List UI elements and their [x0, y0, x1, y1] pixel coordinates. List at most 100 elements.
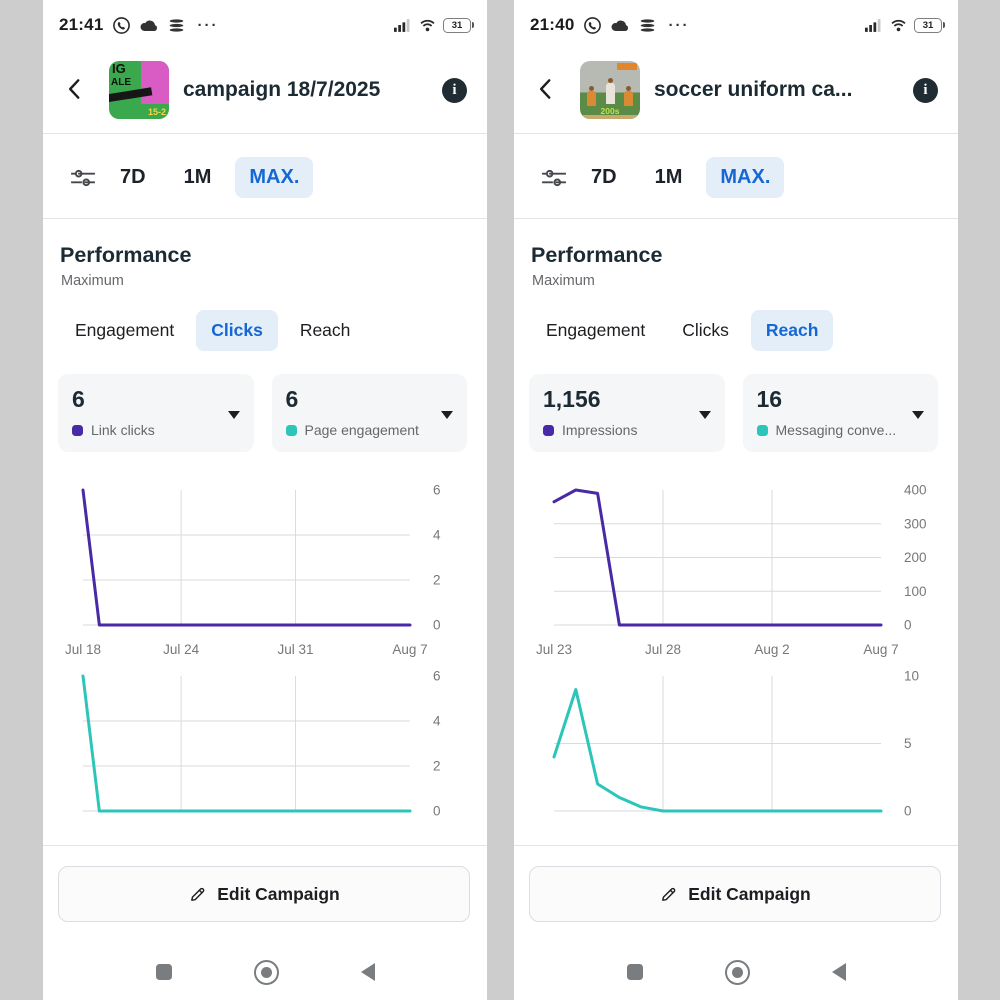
performance-title: Performance: [60, 243, 192, 267]
svg-text:2: 2: [433, 573, 441, 588]
metric-dropdown-caret[interactable]: [441, 411, 453, 419]
svg-text:Jul 28: Jul 28: [645, 642, 681, 657]
metric-cards: 6 Link clicks 6 Page engagement: [58, 374, 467, 452]
svg-text:2: 2: [433, 759, 441, 774]
metric-dropdown-caret[interactable]: [698, 411, 711, 419]
edit-campaign-button[interactable]: Edit Campaign: [529, 866, 941, 922]
performance-subtitle: Maximum: [532, 273, 595, 289]
metric-value: 6: [72, 386, 85, 412]
svg-text:0: 0: [904, 804, 912, 819]
svg-text:0: 0: [433, 804, 441, 819]
info-button[interactable]: i: [913, 77, 938, 103]
filter-button[interactable]: [541, 167, 567, 189]
range-max-button[interactable]: MAX.: [235, 157, 314, 198]
layers-icon: [641, 18, 655, 32]
battery-indicator: 31: [914, 17, 945, 33]
thumbnail-text: IG: [112, 61, 126, 76]
nav-back-button[interactable]: [831, 963, 846, 981]
campaign-header: IG ALE 15-2 campaign 18/7/2025 i: [43, 50, 487, 130]
edit-campaign-label: Edit Campaign: [217, 883, 340, 904]
series-color-dot: [543, 424, 554, 436]
metric-card[interactable]: 1,156 Impressions: [529, 374, 725, 452]
divider: [514, 133, 958, 134]
thumbnail-player: [624, 86, 633, 106]
edit-campaign-button[interactable]: Edit Campaign: [58, 866, 470, 922]
metric-tabs: Engagement Clicks Reach: [531, 310, 834, 351]
system-status-icons: 31: [394, 17, 474, 33]
svg-text:Aug 7: Aug 7: [392, 642, 427, 657]
whatsapp-icon: [113, 16, 131, 34]
filter-button[interactable]: [70, 167, 96, 189]
svg-text:6: 6: [433, 483, 441, 498]
sliders-icon: [71, 169, 95, 186]
svg-text:4: 4: [433, 714, 441, 729]
line-chart-primary: 6 4 2 0 Jul 18 Jul 24 Jul 31 Aug 7: [55, 472, 479, 669]
svg-text:100: 100: [904, 584, 927, 599]
svg-text:300: 300: [904, 516, 927, 531]
metric-value: 16: [756, 386, 783, 412]
metric-cards: 1,156 Impressions 16 Messaging conve...: [529, 374, 938, 452]
svg-text:6: 6: [433, 669, 441, 684]
divider: [43, 218, 487, 219]
metric-card[interactable]: 16 Messaging conve...: [742, 374, 938, 452]
metric-card[interactable]: 6 Link clicks: [58, 374, 254, 452]
info-button[interactable]: i: [442, 77, 467, 103]
svg-text:5: 5: [904, 736, 912, 751]
svg-text:Jul 23: Jul 23: [536, 642, 572, 657]
metric-tabs: Engagement Clicks Reach: [60, 310, 365, 351]
range-1m-button[interactable]: 1M: [170, 157, 226, 198]
svg-text:0: 0: [904, 618, 912, 633]
nav-home-button[interactable]: [253, 959, 279, 985]
nav-home-button[interactable]: [724, 959, 750, 985]
tab-reach[interactable]: Reach: [750, 310, 834, 351]
metric-card[interactable]: 6 Page engagement: [271, 374, 467, 452]
home-dot-icon: [731, 966, 743, 978]
metric-dropdown-caret[interactable]: [912, 411, 924, 419]
wifi-icon: [891, 19, 906, 32]
series-color-dot: [72, 424, 83, 436]
tab-engagement[interactable]: Engagement: [60, 310, 189, 351]
svg-text:Aug 2: Aug 2: [754, 642, 789, 657]
tab-clicks[interactable]: Clicks: [196, 310, 278, 351]
nav-recents-button[interactable]: [626, 964, 643, 980]
tab-clicks[interactable]: Clicks: [667, 310, 744, 351]
signal-icon: [865, 19, 881, 32]
thumbnail-player: [587, 86, 596, 106]
range-7d-button[interactable]: 7D: [577, 157, 631, 198]
cloud-icon: [611, 20, 629, 31]
line-chart-secondary: 10 5 0: [526, 658, 950, 823]
nav-back-button[interactable]: [360, 963, 375, 981]
notification-icons: ···: [112, 16, 218, 35]
divider: [514, 845, 958, 846]
range-max-button[interactable]: MAX.: [706, 157, 785, 198]
nav-recents-button[interactable]: [155, 964, 172, 980]
line-chart-primary: 400 300 200 100 0 Jul 23 Jul 28 Aug 2 Aug 7: [526, 472, 950, 669]
svg-text:Aug 7: Aug 7: [863, 642, 898, 657]
chevron-left-icon: [68, 78, 79, 99]
metric-value: 6: [285, 386, 299, 412]
metric-dropdown-caret[interactable]: [227, 411, 240, 419]
android-navbar: [43, 948, 487, 996]
tab-reach[interactable]: Reach: [285, 310, 366, 351]
svg-text:Jul 18: Jul 18: [65, 642, 101, 657]
notification-icons: ···: [583, 16, 689, 35]
thumbnail-text: ALE: [111, 77, 131, 88]
range-1m-button[interactable]: 1M: [641, 157, 697, 198]
more-notifications-icon: ···: [668, 16, 690, 34]
back-button[interactable]: [532, 78, 558, 103]
layers-icon: [170, 18, 184, 32]
thumbnail-banner: [617, 63, 637, 70]
back-button[interactable]: [61, 78, 87, 103]
range-7d-button[interactable]: 7D: [106, 157, 160, 198]
campaign-title: soccer uniform ca...: [654, 78, 853, 101]
svg-text:Jul 31: Jul 31: [278, 642, 314, 657]
campaign-thumbnail: 200s: [580, 61, 640, 119]
performance-title: Performance: [531, 243, 663, 267]
battery-level: 31: [922, 19, 934, 31]
tab-engagement[interactable]: Engagement: [531, 310, 660, 351]
metric-label: Link clicks: [91, 422, 155, 438]
status-bar: 21:40 ··· 31: [514, 8, 958, 42]
chevron-left-icon: [539, 78, 550, 99]
android-navbar: [514, 948, 958, 996]
metric-label: Impressions: [562, 422, 638, 438]
